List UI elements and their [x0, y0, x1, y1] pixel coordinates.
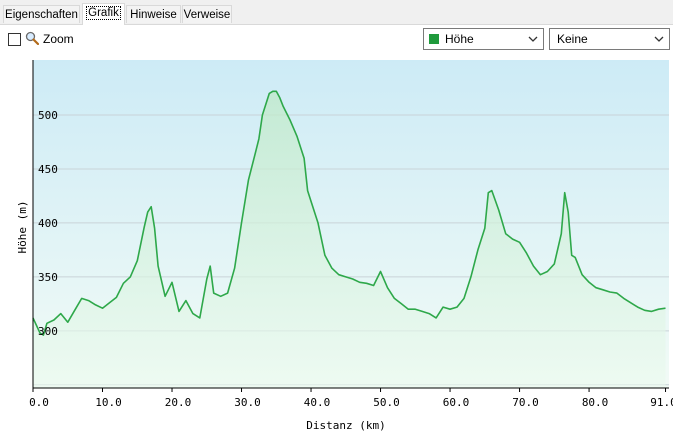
x-tick-label: 60.0: [443, 396, 470, 409]
x-tick-label: 91.0: [650, 396, 673, 409]
axes: [32, 60, 669, 389]
x-tick-label: 30.0: [234, 396, 261, 409]
x-tick-labels: 0.0 10.0 20.0 30.0 40.0 50.0 60.0 70.0 80.0 91.0: [29, 388, 673, 409]
series-color-swatch: [429, 34, 439, 44]
series-select-value: Höhe: [445, 32, 474, 46]
tab-label: Hinweise: [130, 9, 177, 21]
tab-verweise[interactable]: Verweise: [182, 5, 232, 23]
tab-label: Grafik: [86, 6, 121, 20]
tab-eigenschaften[interactable]: Eigenschaften: [3, 5, 80, 23]
x-tick-label: 20.0: [165, 396, 192, 409]
elevation-area: [33, 91, 666, 389]
x-tick-label: 10.0: [95, 396, 122, 409]
chart-toolbar: Zoom Höhe Keine: [0, 25, 673, 55]
second-series-select[interactable]: Keine: [549, 28, 670, 50]
zoom-label: Zoom: [43, 32, 74, 46]
tab-bar: Eigenschaften Grafik Hinweise Verweise: [0, 0, 673, 25]
x-tick-label: 80.0: [582, 396, 609, 409]
x-tick-label: 70.0: [512, 396, 539, 409]
y-tick-labels: 300 350 400 450 500: [38, 109, 58, 338]
tab-grafik[interactable]: Grafik: [82, 3, 125, 25]
tab-hinweise[interactable]: Hinweise: [126, 5, 181, 23]
zoom-checkbox[interactable]: [8, 33, 21, 46]
y-tick-label: 300: [38, 325, 58, 338]
elevation-chart: 300 350 400 450 500 0.0 10.0 20.0 30.0 40.0 50.0 6…: [16, 60, 673, 432]
chevron-down-icon: [654, 36, 664, 42]
x-axis-label: Distanz (km): [306, 419, 385, 432]
tab-label: Eigenschaften: [5, 9, 78, 21]
x-tick-label: 50.0: [373, 396, 400, 409]
y-tick-label: 400: [38, 217, 58, 230]
series-select[interactable]: Höhe: [423, 28, 544, 50]
second-select-value: Keine: [557, 32, 588, 46]
y-tick-label: 350: [38, 271, 58, 284]
x-tick-label: 0.0: [29, 396, 49, 409]
y-tick-label: 500: [38, 109, 58, 122]
magnifier-icon: [25, 31, 39, 45]
chevron-down-icon: [528, 36, 538, 42]
y-tick-label: 450: [38, 163, 58, 176]
x-tick-label: 40.0: [304, 396, 331, 409]
tab-label: Verweise: [183, 9, 231, 21]
y-axis-label: Höhe (m): [16, 201, 29, 254]
elevation-line: [32, 90, 666, 336]
